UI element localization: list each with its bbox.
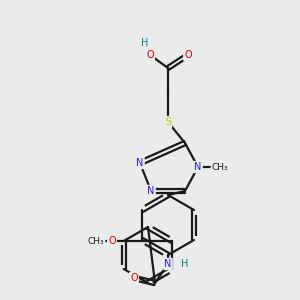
- Text: H: H: [181, 259, 189, 269]
- Text: N: N: [194, 162, 202, 172]
- Text: CH₃: CH₃: [88, 236, 104, 245]
- Text: O: O: [184, 50, 192, 60]
- Text: S: S: [165, 117, 171, 127]
- Text: O: O: [130, 273, 138, 283]
- Text: CH₃: CH₃: [212, 163, 228, 172]
- Text: N: N: [147, 186, 155, 196]
- Text: N: N: [136, 158, 144, 168]
- Text: O: O: [146, 50, 154, 60]
- Text: N: N: [164, 259, 172, 269]
- Text: H: H: [141, 38, 149, 48]
- Text: O: O: [108, 236, 116, 246]
